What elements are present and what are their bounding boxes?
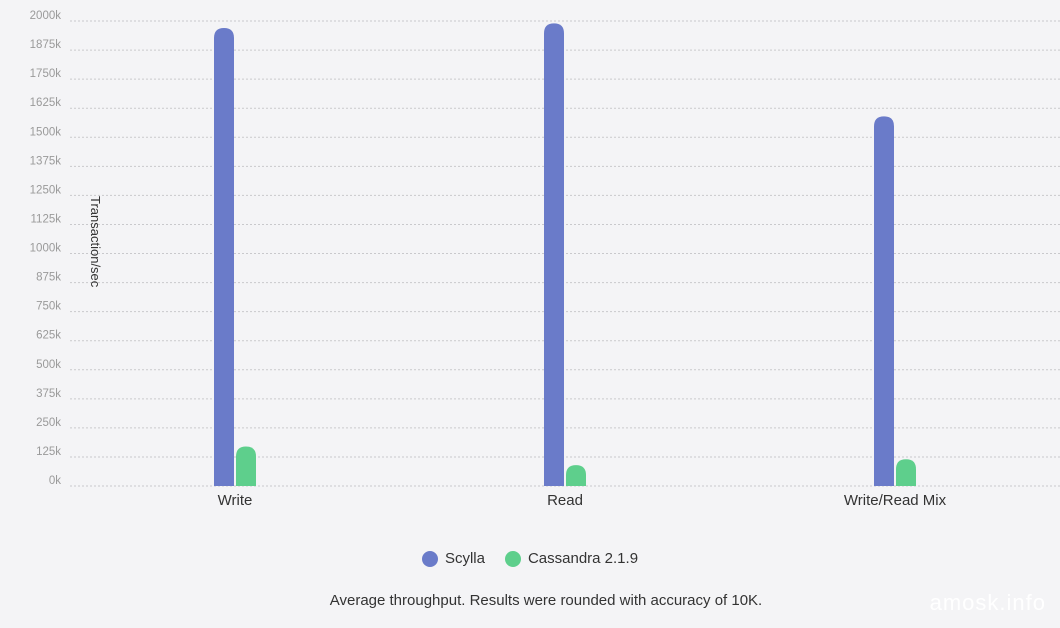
bar-scylla-write-read-mix[interactable] — [874, 116, 894, 486]
x-category-label: Read — [547, 492, 583, 509]
bar-cassandra-write-read-mix[interactable] — [896, 459, 916, 486]
x-axis-categories: Write Read Write/Read Mix — [218, 492, 947, 509]
y-tick-label: 1375k — [30, 155, 62, 167]
chart-caption: Average throughput. Results were rounded… — [329, 592, 763, 609]
y-tick-label: 1125k — [31, 213, 62, 225]
legend-item-scylla[interactable]: Scylla — [421, 550, 485, 567]
bar-cassandra-read[interactable] — [566, 465, 586, 486]
bar-scylla-write[interactable] — [214, 27, 234, 486]
y-tick-label: 1250k — [30, 184, 62, 196]
y-tick-label: 1750k — [30, 68, 62, 80]
y-axis-ticks: 0k 125k 250k 375k 500k 625k 750k 875k 1000k 1125k… — [30, 10, 62, 487]
y-tick-label: 1875k — [30, 39, 62, 51]
y-tick-label: 1000k — [30, 243, 62, 255]
y-axis-title: Transaction/sec — [88, 196, 103, 288]
y-tick-label: 1500k — [30, 126, 62, 138]
legend-label-scylla: Scylla — [444, 550, 485, 567]
y-tick-label: 250k — [36, 417, 61, 429]
watermark: amosk.info — [929, 590, 1046, 615]
legend-marker-scylla — [421, 550, 438, 567]
y-tick-label: 625k — [36, 330, 61, 342]
y-tick-label: 125k — [36, 446, 61, 458]
y-tick-label: 875k — [36, 272, 61, 284]
y-tick-label: 2000k — [30, 10, 62, 22]
legend-label-cassandra: Cassandra 2.1.9 — [527, 550, 639, 567]
y-tick-label: 0k — [49, 475, 61, 487]
y-tick-label: 1625k — [30, 97, 62, 109]
y-tick-label: 375k — [36, 388, 61, 400]
y-tick-label: 500k — [36, 359, 61, 371]
bars — [214, 23, 916, 486]
legend: Scylla Cassandra 2.1.9 — [0, 550, 1060, 567]
x-category-label: Write/Read Mix — [844, 492, 947, 509]
throughput-chart: 0k 125k 250k 375k 500k 625k 750k 875k 1000k 1125k… — [30, 10, 1060, 509]
legend-item-cassandra[interactable]: Cassandra 2.1.9 — [504, 550, 639, 567]
x-category-label: Write — [218, 492, 253, 509]
bar-scylla-read[interactable] — [544, 23, 564, 486]
legend-marker-cassandra — [504, 550, 521, 567]
bar-cassandra-write[interactable] — [236, 446, 256, 486]
grid-lines — [70, 20, 1060, 487]
y-tick-label: 750k — [36, 301, 61, 313]
